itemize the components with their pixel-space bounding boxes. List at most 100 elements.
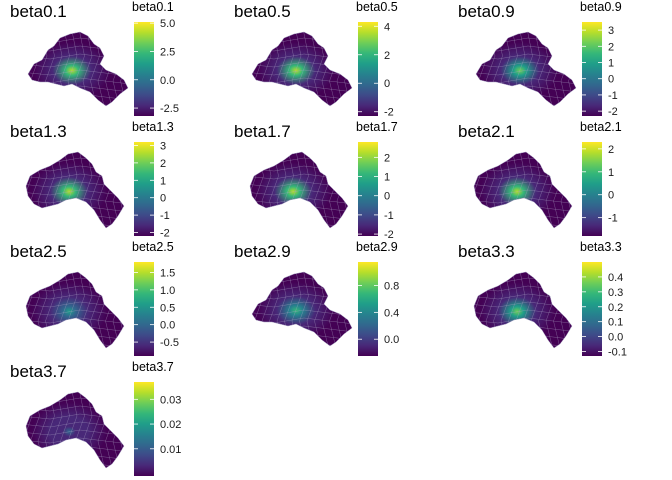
colorbar-tick-label: 2 <box>384 50 390 62</box>
panel-title: beta1.7 <box>234 122 291 141</box>
panel-title: beta2.1 <box>458 122 515 141</box>
colorbar-tick-label: -2 <box>384 107 394 119</box>
facet-panel: beta0.5 4 2 0 -2 beta0.5 <box>224 0 448 120</box>
legend-title: beta2.9 <box>356 240 398 254</box>
colorbar-tick-label: 0 <box>384 78 390 90</box>
choropleth-map <box>25 391 125 469</box>
colorbar-legend: 1.5 1.0 0.5 0.0 -0.5 beta2.5 <box>120 240 224 360</box>
panel-title: beta1.3 <box>10 122 67 141</box>
colorbar-legend: 0.8 0.4 0.0 beta2.9 <box>344 240 448 360</box>
colorbar-tick-label: 1 <box>608 58 614 70</box>
choropleth-map <box>27 31 129 107</box>
colorbar-tick-label: -1 <box>608 213 618 225</box>
colorbar-tick-label: 0.0 <box>160 320 175 332</box>
choropleth-map <box>251 271 353 347</box>
colorbar-tick-label: 2 <box>160 158 166 170</box>
colorbar-tick-label: 0.5 <box>160 302 175 314</box>
facet-panel: beta3.7 0.03 0.02 0.01 beta3.7 <box>0 360 224 480</box>
colorbar-tick-label: 1.0 <box>160 285 175 297</box>
colorbar-tick-label: -1 <box>608 90 618 102</box>
colorbar-tick-label: 0.4 <box>608 272 623 284</box>
colorbar-tick-label: 0.2 <box>608 302 623 314</box>
choropleth-map <box>25 271 125 349</box>
colorbar-tick-label: -1 <box>384 210 394 222</box>
choropleth-map <box>473 271 573 349</box>
colorbar-legend: 0.4 0.3 0.2 0.1 0.0 -0.1 beta3.3 <box>568 240 672 360</box>
panel-title: beta2.9 <box>234 242 291 261</box>
colorbar-tick-label: -2 <box>160 228 170 240</box>
panel-title: beta0.5 <box>234 2 291 21</box>
colorbar-legend: 3 2 1 0 -1 -2 beta0.9 <box>568 0 672 120</box>
panel-title: beta0.1 <box>10 2 67 21</box>
colorbar-tick-label: 0 <box>608 74 614 86</box>
panel-title: beta3.3 <box>458 242 515 261</box>
choropleth-map <box>475 31 577 107</box>
choropleth-map <box>249 151 349 229</box>
colorbar-tick-label: 0.03 <box>160 394 181 406</box>
colorbar-legend: 2 1 0 -1 beta2.1 <box>568 120 672 240</box>
colorbar-tick-label: -0.1 <box>608 347 627 359</box>
colorbar <box>582 22 602 116</box>
colorbar-tick-label: 3 <box>608 25 614 37</box>
colorbar-tick-label: 0.8 <box>384 281 399 293</box>
colorbar-tick-label: -2 <box>384 229 394 240</box>
colorbar-legend: 5.0 2.5 0.0 -2.5 beta0.1 <box>120 0 224 120</box>
legend-title: beta3.7 <box>132 360 174 374</box>
facet-panel: beta0.1 5.0 2.5 0.0 -2.5 beta0.1 <box>0 0 224 120</box>
colorbar-tick-label: 0.4 <box>384 307 399 319</box>
panel-title: beta2.5 <box>10 242 67 261</box>
legend-title: beta1.7 <box>356 120 398 134</box>
facet-panel: beta2.5 1.5 1.0 0.5 0.0 -0.5 beta2.5 <box>0 240 224 360</box>
choropleth-map <box>473 151 573 229</box>
colorbar <box>358 142 378 236</box>
colorbar-legend: 0.03 0.02 0.01 beta3.7 <box>120 360 224 480</box>
map-region <box>475 31 577 107</box>
colorbar-tick-label: 0.1 <box>608 317 623 329</box>
colorbar-tick-label: 0.0 <box>608 332 623 344</box>
colorbar-legend: 4 2 0 -2 beta0.5 <box>344 0 448 120</box>
colorbar <box>134 22 154 116</box>
colorbar-tick-label: 5.0 <box>160 18 175 30</box>
panel-title: beta3.7 <box>10 362 67 381</box>
colorbar-tick-label: -2 <box>608 106 618 118</box>
colorbar-tick-label: 0.3 <box>608 287 623 299</box>
legend-title: beta3.3 <box>580 240 622 254</box>
legend-title: beta0.1 <box>132 0 174 14</box>
legend-title: beta2.1 <box>580 120 622 134</box>
colorbar-tick-label: 1 <box>608 167 614 179</box>
colorbar-tick-label: 0.02 <box>160 419 181 431</box>
facet-panel: beta2.1 2 1 0 -1 beta2.1 <box>448 120 672 240</box>
colorbar <box>134 262 154 356</box>
colorbar-tick-label: 0.0 <box>384 334 399 346</box>
colorbar-tick-label: 2 <box>608 41 614 53</box>
colorbar <box>134 382 154 476</box>
colorbar-tick-label: 2 <box>608 144 614 156</box>
colorbar-tick-label: 4 <box>384 21 390 33</box>
colorbar-tick-label: 0 <box>384 191 390 203</box>
colorbar-legend: 3 2 1 0 -1 -2 beta1.3 <box>120 120 224 240</box>
facet-panel: beta1.7 2 1 0 -1 -2 beta1.7 <box>224 120 448 240</box>
map-region <box>251 31 353 107</box>
colorbar <box>358 22 378 116</box>
colorbar <box>582 142 602 236</box>
colorbar <box>582 262 602 356</box>
colorbar-tick-label: 0 <box>160 193 166 205</box>
colorbar-tick-label: -0.5 <box>160 337 179 349</box>
colorbar-legend: 2 1 0 -1 -2 beta1.7 <box>344 120 448 240</box>
colorbar-tick-label: 3 <box>160 140 166 152</box>
colorbar-tick-label: 1.5 <box>160 267 175 279</box>
colorbar-tick-label: 2 <box>384 152 390 164</box>
legend-title: beta0.9 <box>580 0 622 14</box>
map-region <box>251 271 353 347</box>
colorbar-tick-label: 0 <box>608 190 614 202</box>
facet-panel: beta3.3 0.4 0.3 0.2 0.1 0.0 -0.1 beta3.3 <box>448 240 672 360</box>
facet-panel: beta0.9 3 2 1 0 -1 -2 beta0.9 <box>448 0 672 120</box>
colorbar-tick-label: 1 <box>160 175 166 187</box>
map-region <box>27 31 129 107</box>
legend-title: beta2.5 <box>132 240 174 254</box>
facet-panel: beta2.9 0.8 0.4 0.0 beta2.9 <box>224 240 448 360</box>
colorbar-tick-label: 0.0 <box>160 75 175 87</box>
facet-panel: beta1.3 3 2 1 0 -1 -2 beta1.3 <box>0 120 224 240</box>
colorbar-tick-label: 0.01 <box>160 444 181 456</box>
colorbar <box>358 262 378 356</box>
